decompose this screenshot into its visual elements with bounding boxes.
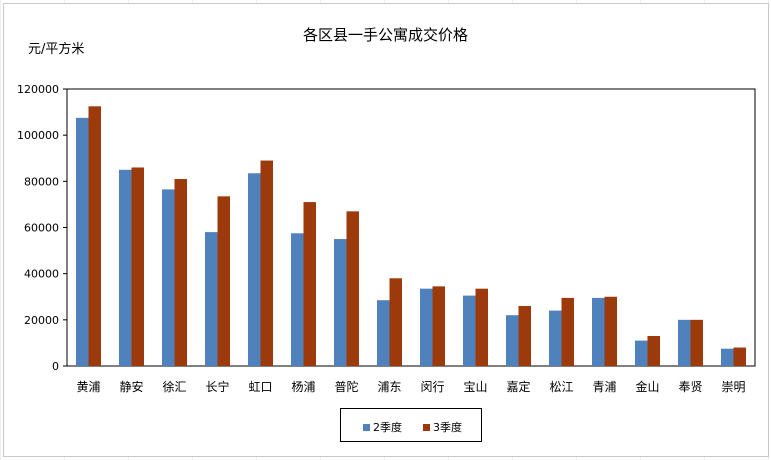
bar-1-9 — [420, 288, 433, 366]
x-tick-label: 闵行 — [420, 379, 444, 394]
legend: 2季度 3季度 — [340, 408, 482, 442]
bar-2-2 — [131, 167, 144, 366]
x-tick-label: 静安 — [119, 379, 143, 394]
x-tick-label: 长宁 — [205, 379, 229, 394]
x-tick-label: 崇明 — [721, 380, 745, 394]
bar-1-1 — [76, 117, 89, 367]
x-tick-label: 青浦 — [592, 380, 616, 394]
bar-2-3 — [174, 179, 187, 366]
bar-2-14 — [647, 335, 660, 366]
bar-1-10 — [463, 295, 476, 366]
legend-item-series-2: 3季度 — [423, 419, 462, 435]
bar-2-15 — [690, 319, 703, 366]
bar-2-5 — [260, 160, 273, 366]
x-tick-label: 虹口 — [248, 380, 272, 394]
bar-2-11 — [518, 305, 531, 366]
x-tick-label: 徐汇 — [162, 379, 186, 394]
bar-1-12 — [549, 310, 562, 366]
bar-1-3 — [162, 189, 175, 366]
legend-swatch-series-1 — [363, 423, 370, 431]
legend-label-series-2: 3季度 — [433, 421, 462, 434]
bar-2-6 — [303, 202, 316, 366]
x-tick-label: 金山 — [635, 379, 659, 394]
y-tick-label: 20000 — [24, 314, 59, 327]
x-tick-label: 嘉定 — [506, 379, 530, 394]
bar-1-8 — [377, 300, 390, 366]
x-tick-label: 奉贤 — [678, 380, 702, 394]
bars — [76, 106, 746, 367]
legend-label-series-1: 2季度 — [373, 421, 402, 434]
bar-2-12 — [561, 297, 574, 366]
legend-swatch-series-2 — [423, 423, 430, 431]
bar-1-13 — [592, 297, 605, 366]
x-tick-label: 松江 — [549, 380, 573, 394]
y-tick-label: 80000 — [24, 175, 59, 188]
bar-2-1 — [88, 106, 101, 366]
y-tick-label: 40000 — [24, 268, 59, 281]
bar-1-14 — [635, 340, 648, 366]
x-tick-label: 黄浦 — [76, 380, 100, 394]
bar-1-4 — [205, 232, 218, 366]
bar-1-7 — [334, 239, 347, 366]
bar-1-15 — [678, 319, 691, 366]
bar-2-8 — [389, 278, 402, 366]
y-tick-label: 120000 — [17, 83, 59, 96]
x-tick-label: 宝山 — [463, 380, 487, 394]
x-tick-label: 浦东 — [377, 380, 401, 394]
bar-2-9 — [432, 286, 445, 366]
legend-item-series-1: 2季度 — [363, 419, 402, 435]
y-axis-unit-label: 元/平方米 — [28, 42, 85, 57]
chart-title: 各区县一手公寓成交价格 — [302, 26, 468, 44]
bar-2-16 — [733, 347, 746, 366]
y-axis: 0 20000 40000 60000 80000 100000 120000 — [17, 83, 67, 373]
bar-1-11 — [506, 315, 519, 366]
bar-1-5 — [248, 173, 261, 366]
bar-1-2 — [119, 169, 132, 366]
y-tick-label: 60000 — [24, 222, 59, 235]
bar-2-13 — [604, 296, 617, 366]
bar-2-4 — [217, 196, 230, 366]
bar-2-7 — [346, 211, 359, 366]
bar-1-16 — [721, 348, 734, 366]
bar-1-6 — [291, 233, 304, 366]
y-tick-label: 0 — [52, 360, 59, 373]
bar-2-10 — [475, 288, 488, 366]
y-tick-label: 100000 — [17, 129, 59, 142]
x-tick-label: 普陀 — [334, 379, 358, 394]
x-tick-label: 杨浦 — [291, 379, 315, 394]
x-axis: 黄浦 静安 徐汇 长宁 虹口 杨浦 普陀 浦东 闵行 宝山 嘉定 松江 青浦 金山 奉贤 崇明 — [76, 379, 745, 394]
